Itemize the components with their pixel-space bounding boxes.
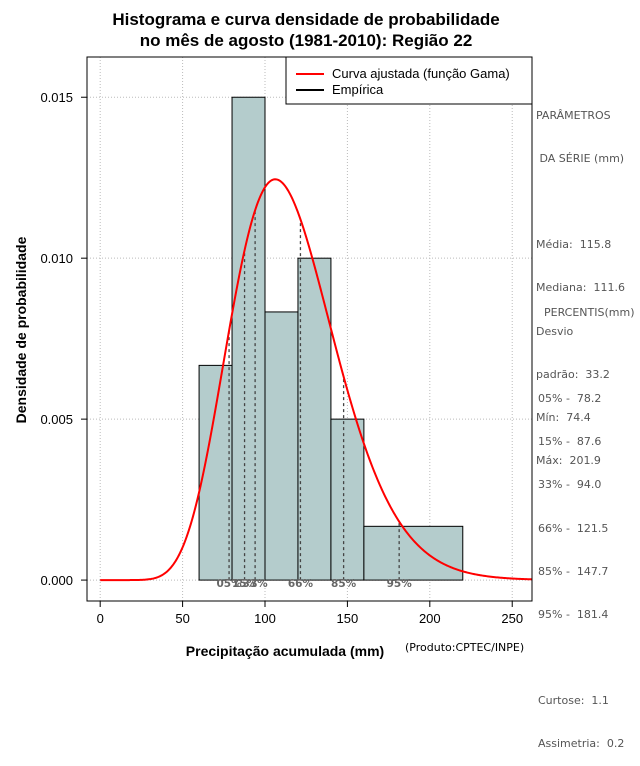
y-tick-label-3: 0.015 [40,90,73,105]
stat-skewness: Assimetria: 0.2 [538,737,625,751]
percentile-label-95%: 95% [387,578,413,590]
histogram-bar-5 [363,525,464,581]
percentile-label-15%: 15% [232,578,258,590]
legend: Curva ajustada (função Gama) Empírica [285,56,533,105]
stat-min: Mín: 74.4 [536,410,591,424]
y-tick-label-2: 0.010 [40,251,73,266]
percentiles-panel: PERCENTIS(mm) 05% - 78.2 15% - 87.6 33% … [538,277,635,766]
percentile-label-85%: 85% [331,578,357,590]
percentile-66: 66% - 121.5 [538,521,609,535]
histogram-bars [198,96,464,581]
params-title-line1: PARÂMETROS [536,108,611,122]
percentile-95: 95% - 181.4 [538,607,609,621]
gamma-curve [100,178,533,582]
chart-title-line1: Histograma e curva densidade de probabil… [112,10,499,29]
stat-std-label: Desvio [536,324,574,338]
stat-kurtosis: Curtose: 1.1 [538,693,609,707]
histogram-bar-3 [297,257,332,581]
histogram-bar-1 [231,96,266,581]
x-tick-label-1: 50 [175,611,189,626]
series-parameters-panel: PARÂMETROS DA SÉRIE (mm) Média: 115.8 Me… [536,80,625,483]
y-axis-label: Densidade de probabilidade [13,236,29,423]
percentile-label-05%: 05% [217,578,243,590]
params-title-line2: DA SÉRIE (mm) [536,152,625,166]
y-tick-label-1: 0.005 [40,412,73,427]
x-tick-label-5: 250 [501,611,523,626]
y-axis: 0.000 0.005 0.010 0.015 [40,90,87,588]
stat-std-value: padrão: 33.2 [536,367,610,381]
percentile-15: 15% - 87.6 [538,435,602,449]
legend-label-empirical: Empírica [332,82,384,97]
legend-box [285,56,533,105]
percentis-title: PERCENTIS(mm) [544,305,635,319]
credit-text: (Produto:CPTEC/INPE) [405,641,524,654]
histogram-bar-0 [198,364,233,581]
percentile-label-33%: 33% [243,578,269,590]
stat-mean: Média: 115.8 [536,238,612,252]
histogram-chart: Histograma e curva densidade de probabil… [13,10,533,659]
stat-max: Máx: 201.9 [536,454,601,468]
percentile-label-66%: 66% [288,578,314,590]
y-tick-label-0: 0.000 [40,573,73,588]
histogram-bar-2 [264,311,299,581]
x-tick-label-0: 0 [97,611,104,626]
percentile-lines: 05%15%33% 66% 85% 95% [217,210,413,590]
x-tick-label-4: 200 [419,611,441,626]
x-axis: 0 50 100 150 200 250 [97,601,523,626]
x-tick-label-2: 100 [254,611,276,626]
x-tick-label-3: 150 [337,611,359,626]
percentile-85: 85% - 147.7 [538,564,609,578]
percentile-33: 33% - 94.0 [538,478,602,492]
x-axis-label: Precipitação acumulada (mm) [186,643,384,659]
percentile-05: 05% - 78.2 [538,391,602,405]
chart-title-line2: no mês de agosto (1981-2010): Região 22 [140,31,473,50]
histogram-bar-4 [330,418,365,581]
legend-label-curve: Curva ajustada (função Gama) [332,66,510,81]
stat-median: Mediana: 111.6 [536,281,625,295]
gamma-curve-line [100,178,533,582]
